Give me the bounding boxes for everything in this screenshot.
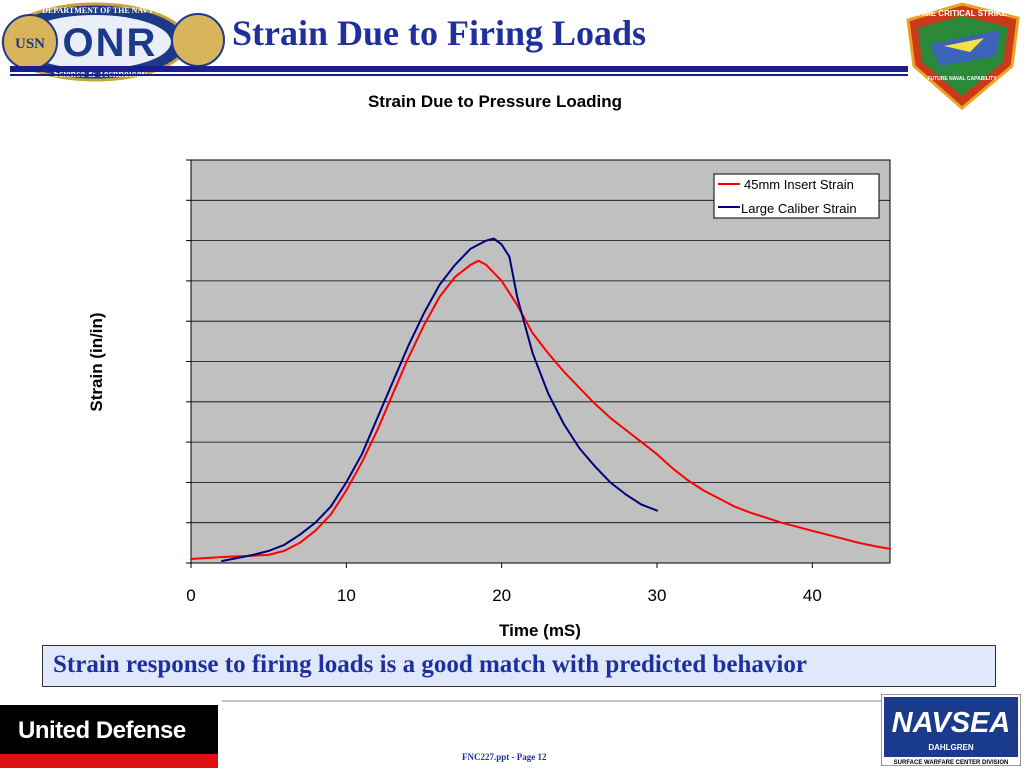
legend-entry-caliber: Large Caliber Strain: [741, 201, 857, 216]
svg-text:USN: USN: [15, 36, 45, 52]
svg-text:FUTURE NAVAL CAPABILITY: FUTURE NAVAL CAPABILITY: [927, 76, 997, 82]
legend-entry-insert: 45mm Insert Strain: [744, 177, 854, 192]
svg-text:DEPARTMENT OF THE NAVY: DEPARTMENT OF THE NAVY: [42, 6, 154, 15]
navsea-logo-icon: NAVSEA DAHLGREN SURFACE WARFARE CENTER D…: [881, 694, 1021, 766]
x-tick-label: 30: [648, 586, 667, 605]
legend: 45mm Insert Strain Large Caliber Strain: [713, 173, 880, 219]
chart-title: Strain Due to Pressure Loading: [367, 92, 623, 111]
series-line-insert: [190, 259, 891, 560]
svg-text:SURFACE WARFARE CENTER DIVISIO: SURFACE WARFARE CENTER DIVISION: [894, 760, 1009, 766]
x-axis-label: Time (mS): [499, 621, 581, 640]
y-axis-label: Strain (in/in): [87, 312, 106, 411]
x-tick-label: 10: [337, 586, 356, 605]
legend-box: [713, 173, 880, 219]
svg-text:ONR: ONR: [63, 21, 158, 65]
title-rule-thin: [10, 74, 908, 76]
onr-seal-icon: USN ONR DEPARTMENT OF THE NAVY Science &…: [1, 2, 225, 82]
title-rule: [10, 66, 908, 72]
series-line-caliber: [221, 237, 658, 562]
page-footer: FNC227.ppt - Page 12: [462, 752, 547, 762]
conclusion-box: Strain response to firing loads is a goo…: [42, 645, 996, 687]
slide-title: Strain Due to Firing Loads: [232, 13, 647, 53]
united-defense-redbar: [0, 754, 218, 768]
x-tick-label: 0: [186, 586, 195, 605]
svg-text:NAVSEA: NAVSEA: [892, 707, 1011, 739]
y-axis-ticks: [186, 159, 191, 564]
x-axis-ticks: 0 10 20 30 40: [186, 563, 822, 605]
svg-text:DAHLGREN: DAHLGREN: [928, 743, 974, 752]
strain-chart: 0 10 20 30 40 45mm Insert Strain Large Calib…: [87, 159, 891, 640]
time-critical-strike-shield-icon: TIME CRITICAL STRIKE FUTURE NAVAL CAPABI…: [906, 2, 1020, 110]
svg-text:TIME CRITICAL STRIKE: TIME CRITICAL STRIKE: [917, 9, 1008, 18]
x-tick-label: 40: [803, 586, 822, 605]
gridlines: [191, 199, 890, 524]
united-defense-wordmark: United Defense: [18, 717, 186, 744]
footer-rule: [222, 700, 972, 702]
x-tick-label: 20: [492, 586, 511, 605]
series-lines: [190, 237, 891, 562]
united-defense-logo: United Defense: [0, 705, 218, 763]
